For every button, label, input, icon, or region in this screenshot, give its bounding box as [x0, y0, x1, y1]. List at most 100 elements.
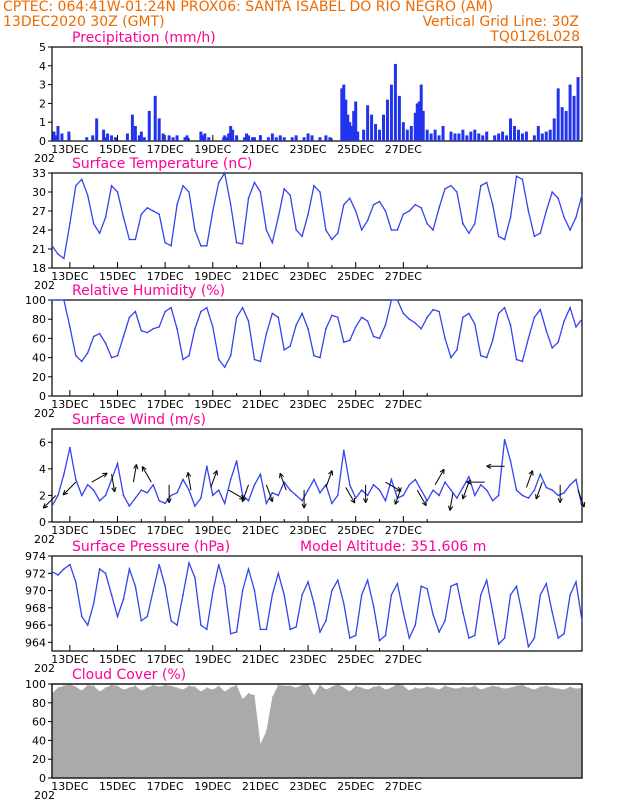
cloud-point — [313, 694, 315, 696]
date-label: 15DEC — [99, 653, 136, 666]
pressure-point — [468, 637, 470, 639]
pressure-point — [253, 589, 256, 592]
cloud-point — [87, 684, 89, 686]
date-label: 23DEC — [290, 143, 327, 156]
cloud-point — [539, 686, 541, 688]
pressure-point — [247, 568, 250, 570]
wind-point — [354, 497, 357, 499]
y-tick-label: 0 — [39, 135, 46, 148]
temperature-point — [152, 210, 155, 212]
temperature-point — [289, 194, 292, 196]
wind-point — [307, 489, 309, 491]
precip-bar — [405, 129, 409, 141]
humidity-point — [253, 358, 256, 361]
pressure-point — [188, 562, 190, 564]
date-label: 17DEC — [147, 398, 184, 411]
wind-point — [468, 476, 470, 478]
wind-point — [331, 502, 333, 505]
cloud-point — [372, 686, 375, 688]
humidity-point — [438, 310, 440, 313]
precip-bar — [227, 133, 231, 141]
temperature-point — [200, 245, 202, 247]
wind-point — [158, 499, 160, 502]
wind-point — [450, 489, 452, 491]
y-tick-label: 80 — [32, 697, 46, 710]
precip-bar — [133, 125, 137, 141]
cloud-point — [367, 689, 369, 691]
humidity-point — [182, 358, 184, 361]
y-tick-label: 0 — [39, 390, 46, 403]
wind-point — [75, 478, 77, 481]
pressure-point — [366, 579, 369, 581]
y-tick-label: 4 — [39, 463, 46, 476]
pressure-point — [337, 579, 339, 581]
cloud-point — [384, 689, 387, 691]
cloud-point — [432, 687, 434, 689]
humidity-point — [485, 356, 488, 359]
temperature-point — [360, 229, 363, 231]
precip-bar — [183, 137, 187, 141]
humidity-point — [545, 329, 548, 332]
precip-bar — [370, 114, 374, 141]
pressure-point — [104, 572, 107, 575]
pressure-point — [158, 563, 160, 566]
precip-bar — [328, 137, 332, 141]
date-label: 13DEC — [51, 653, 88, 666]
temperature-point — [545, 210, 548, 212]
precipitation-title: Precipitation (mm/h) — [72, 30, 216, 46]
precip-bar — [225, 137, 229, 141]
pressure-point — [164, 585, 166, 588]
y-tick-label: 4 — [39, 60, 46, 73]
precip-bar — [274, 137, 278, 141]
temperature-point — [229, 203, 232, 206]
pressure-frame — [51, 555, 583, 652]
wind-point — [557, 494, 559, 497]
precip-bar — [252, 137, 256, 141]
cloud-point — [515, 685, 518, 687]
cloud-point — [355, 685, 357, 687]
wind-panel: 0 2 4 6 13DEC 15DEC 17DEC 19DEC 21DEC 23DEC 25DEC 2… — [34, 412, 586, 546]
pressure-point — [485, 579, 488, 581]
humidity-point — [372, 335, 375, 338]
temperature-point — [188, 191, 190, 193]
y-tick-label: 970 — [25, 585, 46, 598]
y-tick-label: 80 — [32, 313, 46, 326]
precip-bar — [513, 125, 517, 141]
precip-bar — [106, 133, 110, 141]
precip-bar — [413, 112, 417, 141]
temperature-point — [271, 241, 274, 244]
humidity-point — [235, 316, 238, 319]
wind-arrow-head — [301, 503, 307, 509]
y-tick-label: 20 — [32, 371, 46, 384]
wind-arrow — [385, 481, 402, 492]
y-tick-label: 60 — [32, 332, 46, 345]
cloud-point — [402, 685, 404, 687]
cloud-point — [188, 685, 190, 687]
humidity-point — [497, 312, 500, 315]
precip-bar — [572, 95, 576, 141]
wind-point — [188, 489, 190, 491]
humidity-panel: 0 20 40 60 80 100 13DEC 15DEC 17DEC 19DEC 21DEC 23D… — [25, 283, 583, 420]
wind-arrow — [241, 484, 249, 502]
temperature-point — [342, 203, 345, 206]
cloud-point — [182, 689, 184, 691]
wind-arrow-head — [62, 489, 68, 496]
precip-bar — [231, 129, 235, 141]
humidity-point — [51, 299, 53, 301]
humidity-point — [563, 320, 565, 322]
cloud-point — [390, 687, 393, 689]
wind-arrow-head — [363, 498, 369, 504]
pressure-point — [575, 581, 577, 583]
y-tick-label: 40 — [32, 352, 46, 365]
temperature-point — [456, 191, 458, 193]
y-tick-label: 2 — [39, 489, 46, 502]
y-tick-label: 966 — [25, 619, 46, 632]
cloud-point — [349, 690, 351, 693]
temperature-point — [372, 203, 375, 206]
date-label: 21DEC — [242, 780, 279, 793]
pressure-point — [98, 568, 101, 570]
cloud-point — [414, 687, 416, 689]
date-label: 21DEC — [242, 270, 279, 283]
temperature-point — [402, 213, 405, 215]
y-tick-label: 0 — [39, 772, 46, 785]
